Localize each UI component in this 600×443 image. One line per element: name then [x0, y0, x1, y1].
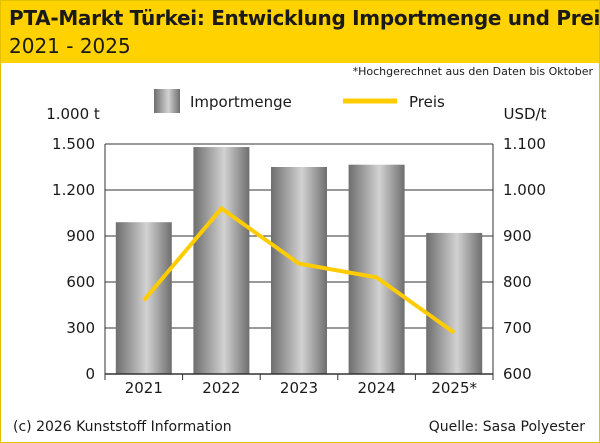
right-tick-label: 600: [503, 365, 532, 383]
right-axis-label: USD/t: [504, 105, 547, 123]
right-tick-label: 1.000: [503, 181, 546, 199]
legend-label-preis: Preis: [409, 93, 445, 111]
left-tick-label: 900: [66, 227, 95, 245]
right-tick-label: 800: [503, 273, 532, 291]
copyright-text: (c) 2026 Kunststoff Information: [13, 419, 232, 435]
bar-2025*: [426, 232, 483, 374]
right-tick-label: 1.100: [503, 135, 546, 153]
right-tick-label: 900: [503, 227, 532, 245]
bar-2023: [271, 167, 327, 374]
left-tick-label: 600: [66, 273, 95, 291]
left-tick-label: 300: [66, 319, 95, 337]
legend-bar-swatch: [154, 89, 180, 113]
left-tick-label: 1.200: [52, 181, 95, 199]
category-label: 2025*: [431, 379, 477, 397]
chart-subtitle: 2021 - 2025: [9, 34, 131, 58]
title-banner: PTA-Markt Türkei: Entwicklung Importmeng…: [1, 1, 599, 63]
left-tick-label: 0: [85, 365, 95, 383]
bar-2024: [348, 164, 405, 374]
bar-2022: [193, 147, 250, 374]
source-text: Quelle: Sasa Polyester: [428, 419, 585, 435]
left-axis-label: 1.000 t: [46, 105, 100, 123]
category-label: 2021: [125, 379, 163, 397]
right-tick-label: 700: [503, 319, 532, 337]
legend-label-importmenge: Importmenge: [190, 93, 292, 111]
chart-title: PTA-Markt Türkei: Entwicklung Importmeng…: [9, 6, 600, 30]
category-label: 2022: [202, 379, 240, 397]
category-label: 2024: [358, 379, 396, 397]
left-tick-label: 1.500: [52, 135, 95, 153]
category-label: 2023: [280, 379, 318, 397]
footnote: *Hochgerechnet aus den Daten bis Oktober: [352, 65, 593, 78]
